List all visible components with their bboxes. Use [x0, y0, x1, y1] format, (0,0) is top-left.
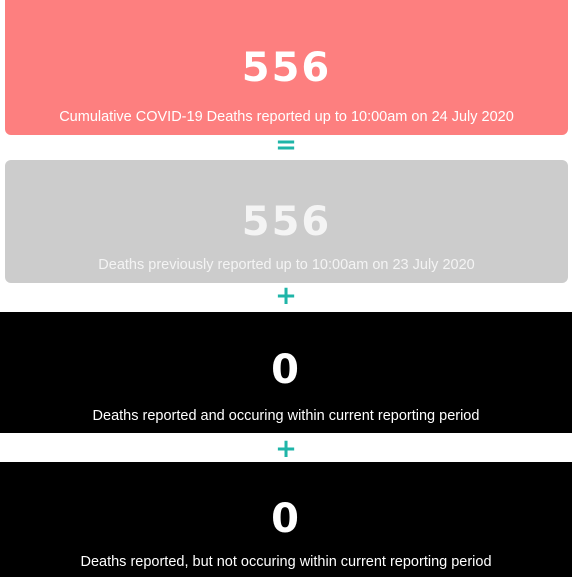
card: 0 Deaths reported and occuring within cu…: [0, 312, 572, 433]
card-label: Cumulative COVID-19 Deaths reported up t…: [59, 109, 514, 125]
card-value: 0: [271, 496, 301, 542]
card-value: 556: [241, 45, 332, 91]
card: 0 Deaths reported, but not occuring with…: [0, 462, 572, 577]
operator: +: [275, 434, 297, 464]
card-label: Deaths reported, but not occuring within…: [80, 554, 492, 570]
card: 556 Cumulative COVID-19 Deaths reported …: [5, 0, 568, 135]
card-value: 556: [241, 199, 332, 245]
operator: +: [275, 281, 297, 311]
card-label: Deaths previously reported up to 10:00am…: [98, 257, 475, 273]
card-value: 0: [271, 347, 301, 393]
operator: =: [275, 130, 297, 160]
card-label: Deaths reported and occuring within curr…: [92, 408, 480, 424]
card: 556 Deaths previously reported up to 10:…: [5, 160, 568, 283]
